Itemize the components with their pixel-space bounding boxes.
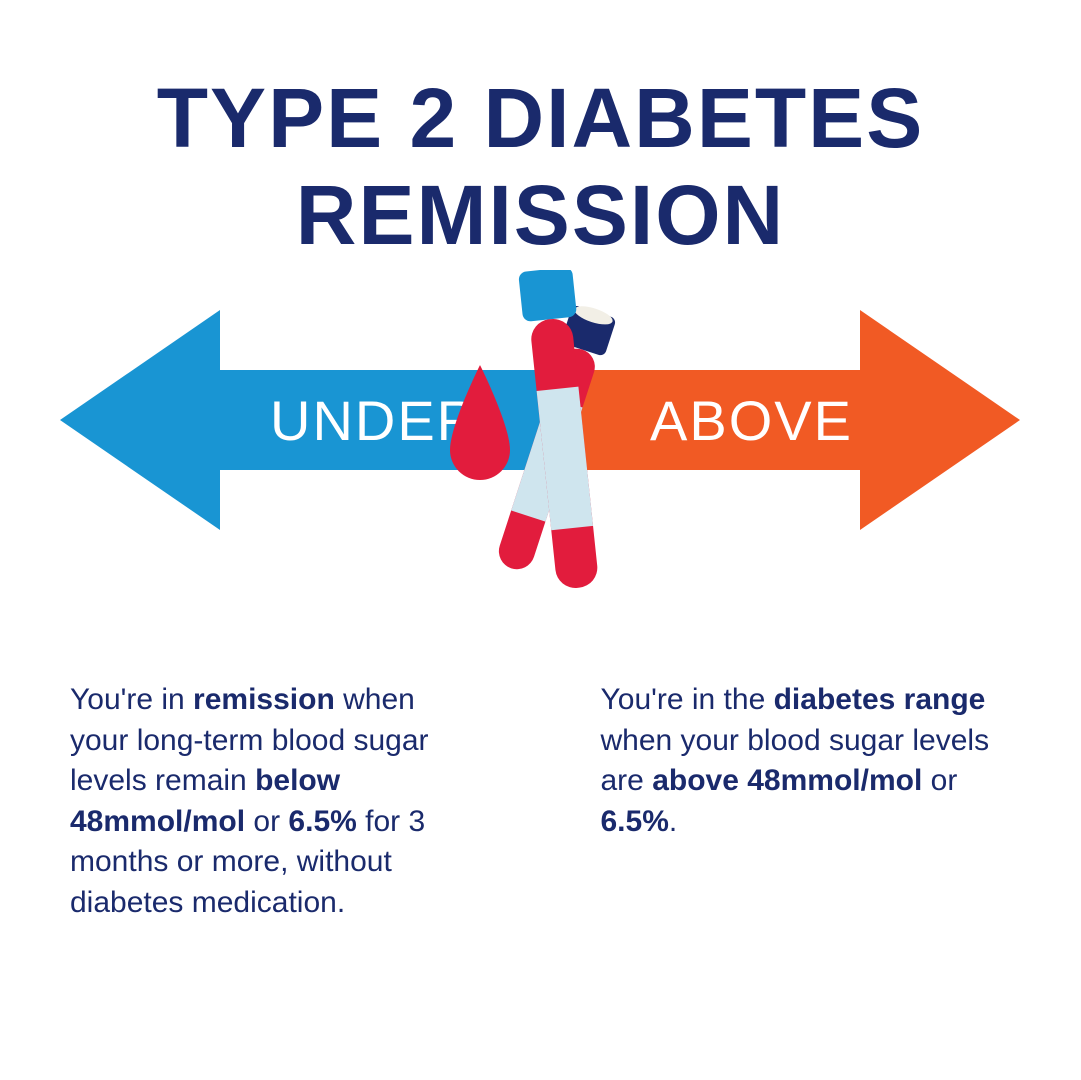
text: or	[245, 805, 288, 838]
body-columns: You're in remission when your long-term …	[70, 680, 1011, 923]
bold-text: 6.5%	[288, 805, 356, 838]
bold-text: remission	[193, 683, 335, 716]
text: You're in the	[601, 683, 774, 716]
text: or	[922, 764, 957, 797]
bold-text: diabetes range	[774, 683, 986, 716]
left-arrow-label: UNDER	[270, 389, 479, 452]
arrows-diagram: UNDER ABOVE	[0, 270, 1081, 650]
right-arrow: ABOVE	[540, 310, 1020, 530]
bold-text: 6.5%	[601, 805, 669, 838]
page-title: TYPE 2 DIABETES REMISSION	[0, 70, 1081, 264]
right-arrow-label: ABOVE	[650, 389, 853, 452]
left-paragraph: You're in remission when your long-term …	[70, 680, 481, 923]
text: You're in	[70, 683, 193, 716]
right-paragraph: You're in the diabetes range when your b…	[601, 680, 1012, 923]
bold-text: above 48mmol/mol	[652, 764, 922, 797]
text: .	[669, 805, 677, 838]
